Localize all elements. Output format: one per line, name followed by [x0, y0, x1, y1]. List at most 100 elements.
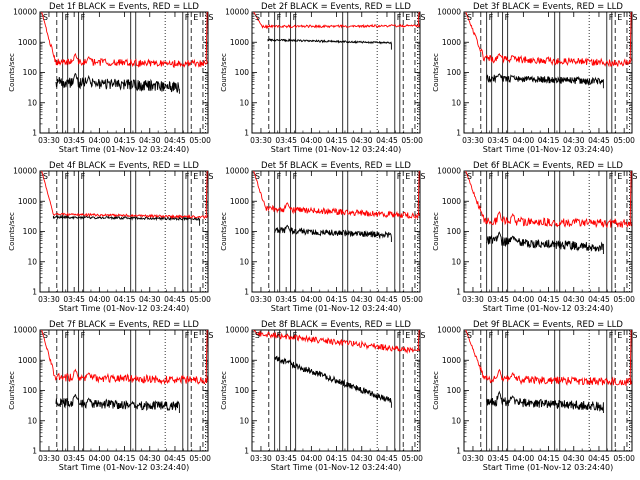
plot-area	[41, 171, 208, 292]
y-tick-label: 1000	[442, 38, 461, 47]
interval-marker-S: S	[632, 331, 637, 340]
y-tick-label: 10	[239, 257, 249, 266]
x-tick-label: 04:45	[164, 295, 186, 304]
x-tick-label: 05:00	[613, 136, 635, 145]
series-line-events	[274, 355, 392, 408]
x-tick-label: 04:15	[326, 295, 348, 304]
x-tick-label: 03:30	[250, 454, 272, 463]
x-tick-label: 05:00	[401, 136, 423, 145]
y-tick-label: 1	[244, 288, 249, 297]
y-tick-label: 100	[447, 68, 462, 77]
plot-area	[253, 171, 420, 292]
x-tick-label: 05:00	[189, 295, 211, 304]
y-tick-label: 100	[235, 386, 250, 395]
x-tick-label: 04:45	[376, 454, 398, 463]
x-axis-label: Start Time (01-Nov-12 03:24:40)	[59, 304, 189, 313]
x-tick-label: 03:45	[487, 136, 509, 145]
x-tick-label: 03:45	[275, 136, 297, 145]
x-tick-label: 03:45	[63, 295, 85, 304]
y-tick-label: 10	[239, 416, 249, 425]
x-tick-label: 05:00	[613, 454, 635, 463]
x-tick-label: 04:15	[114, 295, 136, 304]
y-tick-label: 100	[235, 68, 250, 77]
y-tick-label: 1	[32, 129, 37, 138]
y-tick-label: 1	[456, 447, 461, 456]
series-line-lld	[253, 330, 420, 355]
x-tick-label: 04:30	[139, 295, 161, 304]
panel-det-3: Det 3f BLACK = Events, RED = LLD 1 10 100 10…	[432, 2, 637, 154]
y-tick-label: 10	[27, 416, 37, 425]
panel-det-5: Det 5f BLACK = Events, RED = LLD 1 10 100 10…	[220, 161, 425, 313]
y-tick-label: 1000	[230, 38, 249, 47]
x-tick-label: 04:30	[139, 136, 161, 145]
interval-marker-S: S	[632, 13, 637, 22]
x-tick-label: 04:00	[513, 454, 535, 463]
y-tick-label: 100	[447, 227, 462, 236]
x-tick-label: 05:00	[613, 295, 635, 304]
series-line-lld	[41, 171, 208, 220]
y-tick-label: 10000	[437, 326, 461, 335]
interval-marker-E: E	[617, 13, 622, 22]
interval-marker-F: F	[185, 172, 190, 181]
y-tick-label: 1000	[230, 356, 249, 365]
y-tick-label: 1000	[442, 197, 461, 206]
x-tick-label: 04:30	[351, 136, 373, 145]
interval-marker-F: F	[65, 172, 70, 181]
interval-marker-F: F	[65, 13, 70, 22]
interval-marker-F: F	[277, 13, 282, 22]
y-tick-label: 10000	[225, 167, 249, 176]
interval-marker-E: E	[405, 13, 410, 22]
y-axis-label: Counts/sec	[220, 53, 228, 92]
interval-marker-E: E	[405, 172, 410, 181]
series-line-lld	[253, 12, 420, 30]
y-tick-label: 10000	[13, 167, 37, 176]
x-axis-label: Start Time (01-Nov-12 03:24:40)	[59, 463, 189, 472]
interval-marker-S: S	[208, 331, 213, 340]
y-tick-label: 1	[456, 129, 461, 138]
x-tick-label: 03:30	[462, 454, 484, 463]
panel-title: Det 1f BLACK = Events, RED = LLD	[49, 2, 199, 12]
interval-marker-F: F	[277, 331, 282, 340]
y-axis-label: Counts/sec	[432, 371, 440, 410]
x-tick-label: 04:45	[588, 136, 610, 145]
y-tick-label: 1000	[18, 197, 37, 206]
x-tick-label: 04:15	[538, 136, 560, 145]
interval-marker-F: F	[293, 13, 298, 22]
y-tick-label: 100	[447, 386, 462, 395]
y-tick-label: 1	[244, 447, 249, 456]
series-line-lld	[41, 330, 208, 385]
x-tick-label: 04:15	[114, 136, 136, 145]
interval-marker-E: E	[405, 331, 410, 340]
interval-marker-E: E	[193, 331, 198, 340]
plot-area	[41, 330, 208, 451]
x-tick-label: 03:45	[487, 454, 509, 463]
interval-marker-F: F	[65, 331, 70, 340]
x-tick-label: 05:00	[189, 454, 211, 463]
x-tick-label: 03:45	[63, 136, 85, 145]
y-tick-label: 100	[23, 227, 38, 236]
interval-marker-S: S	[43, 13, 48, 22]
interval-marker-F: F	[505, 331, 510, 340]
series-line-lld	[41, 12, 208, 68]
y-axis-label: Counts/sec	[220, 371, 228, 410]
x-tick-label: 05:00	[401, 295, 423, 304]
y-tick-label: 10000	[225, 8, 249, 17]
x-tick-label: 03:45	[275, 295, 297, 304]
panel-title: Det 3f BLACK = Events, RED = LLD	[473, 2, 623, 12]
x-tick-label: 04:00	[513, 295, 535, 304]
series-line-lld	[465, 330, 632, 386]
y-tick-label: 10	[451, 98, 461, 107]
interval-marker-E: E	[193, 172, 198, 181]
x-axis-label: Start Time (01-Nov-12 03:24:40)	[271, 145, 401, 154]
series-line-lld	[465, 12, 632, 68]
x-tick-label: 03:30	[250, 295, 272, 304]
interval-marker-S: S	[208, 172, 213, 181]
x-tick-label: 04:30	[351, 295, 373, 304]
interval-marker-F: F	[609, 172, 614, 181]
x-axis-label: Start Time (01-Nov-12 03:24:40)	[483, 304, 613, 313]
interval-marker-F: F	[277, 172, 282, 181]
interval-marker-F: F	[293, 331, 298, 340]
interval-marker-F: F	[609, 13, 614, 22]
x-tick-label: 04:00	[89, 136, 111, 145]
